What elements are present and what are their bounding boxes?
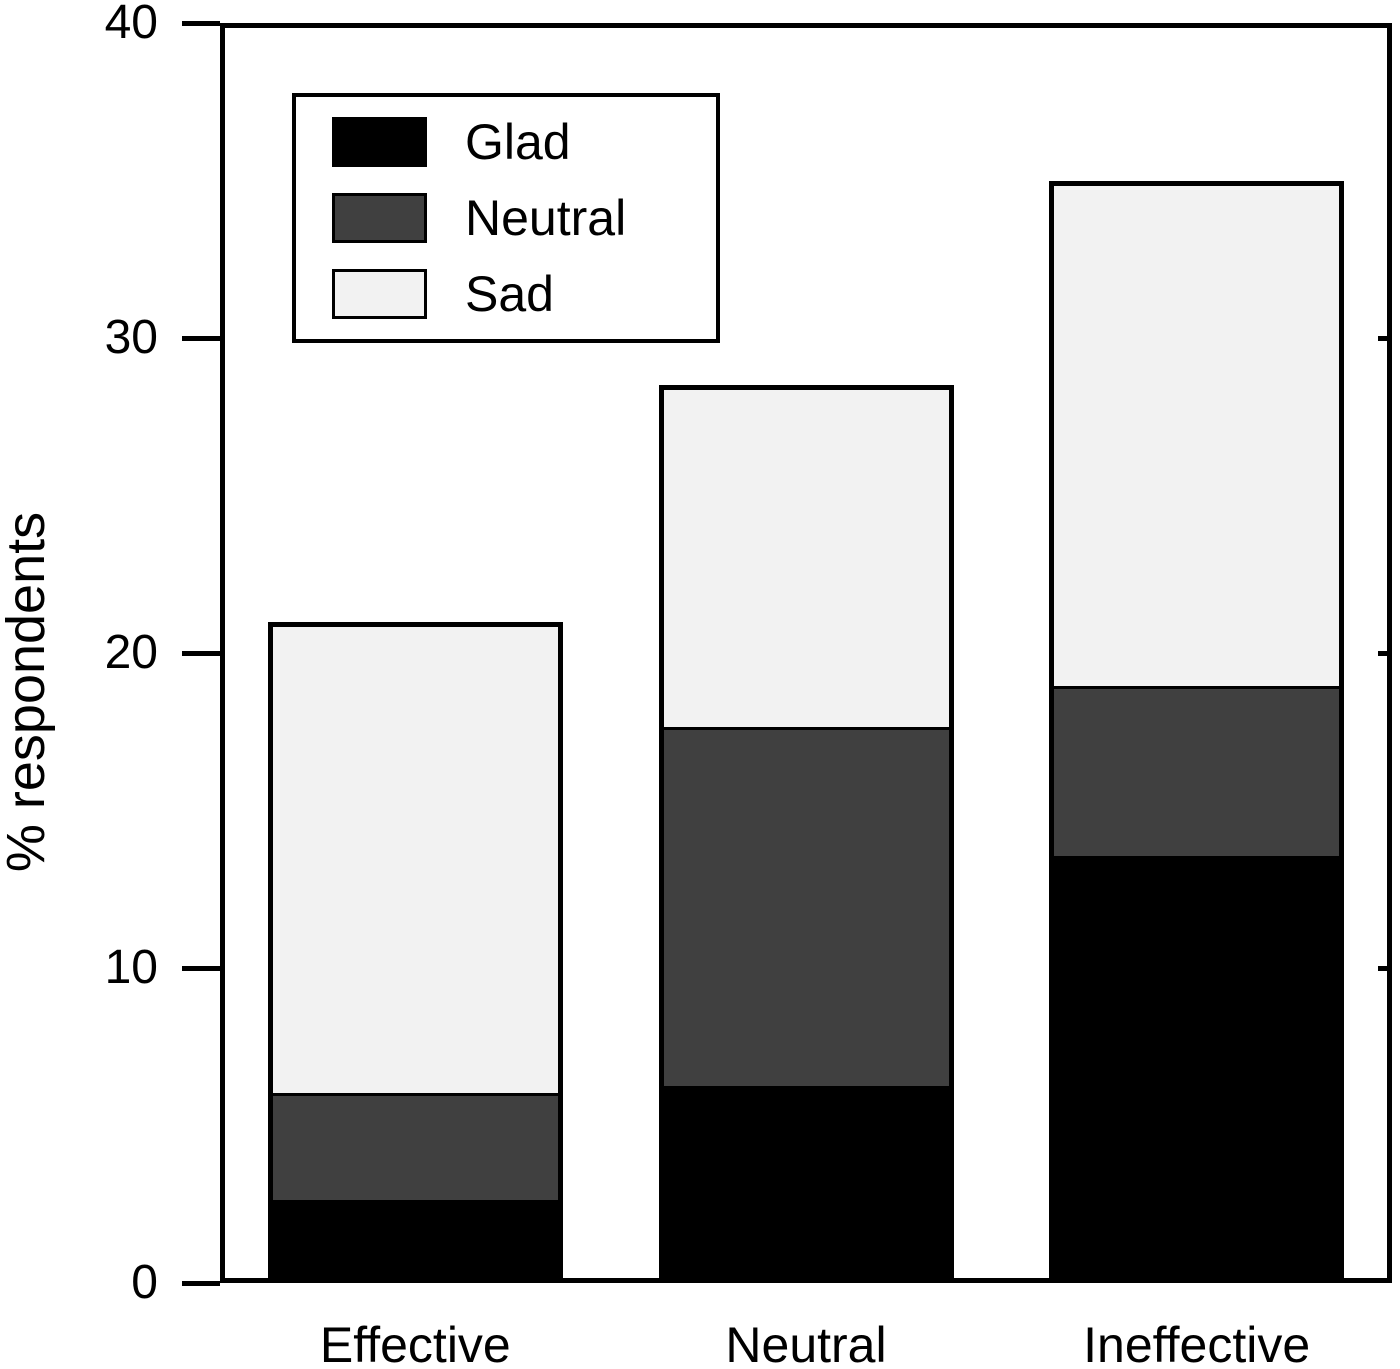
y-axis-tick [182, 650, 220, 656]
bar-segment-divider [267, 1199, 563, 1203]
y-axis-tick-label: 20 [104, 626, 158, 679]
bar-segment-divider [658, 1086, 954, 1090]
bar-segment-sad-ineffective [1049, 180, 1345, 688]
y-axis-tick-label: 10 [104, 941, 158, 994]
y-axis-tick-right [1378, 965, 1387, 971]
bar-outline-effective [267, 621, 563, 1283]
bar-segment-divider [267, 1092, 563, 1096]
y-axis-tick [182, 965, 220, 971]
bar-segment-divider [1049, 686, 1345, 690]
y-axis-tick [182, 20, 220, 26]
bar-segment-neutral-ineffective [1049, 687, 1345, 858]
legend: Glad Neutral Sad [292, 93, 720, 343]
x-axis-label-effective: Effective [319, 1317, 511, 1369]
y-axis-tick [182, 335, 220, 341]
y-axis-tick-label: 0 [131, 1256, 158, 1309]
legend-item-sad: Sad [332, 267, 716, 321]
y-axis-tick-right [1378, 650, 1387, 656]
y-axis-tick-label: 30 [104, 311, 158, 364]
bar-segment-glad-effective [267, 1201, 563, 1283]
legend-label-neutral: Neutral [465, 190, 627, 246]
legend-item-neutral: Neutral [332, 191, 716, 245]
legend-swatch-sad [332, 269, 427, 319]
x-axis-label-neutral: Neutral [725, 1317, 887, 1369]
legend-label-sad: Sad [465, 266, 554, 322]
y-axis-tick-label: 40 [104, 0, 158, 49]
bar-segment-neutral-neutral [658, 728, 954, 1088]
y-axis-tick [182, 1280, 220, 1286]
bar-outline-ineffective [1049, 180, 1345, 1283]
bar-segment-sad-effective [267, 621, 563, 1094]
y-axis-tick-right [1378, 335, 1387, 341]
legend-label-glad: Glad [465, 114, 571, 170]
bar-segment-sad-neutral [658, 385, 954, 729]
bar-segment-divider [658, 727, 954, 731]
bar-segment-neutral-effective [267, 1094, 563, 1202]
bar-outline-neutral [658, 385, 954, 1283]
x-axis-label-ineffective: Ineffective [1083, 1317, 1311, 1369]
bar-segment-divider [1049, 856, 1345, 860]
y-axis-title: % respondents [0, 511, 56, 873]
bar-segment-glad-neutral [658, 1087, 954, 1283]
legend-swatch-neutral [332, 193, 427, 243]
legend-swatch-glad [332, 117, 427, 167]
legend-item-glad: Glad [332, 115, 716, 169]
bar-segment-glad-ineffective [1049, 857, 1345, 1283]
